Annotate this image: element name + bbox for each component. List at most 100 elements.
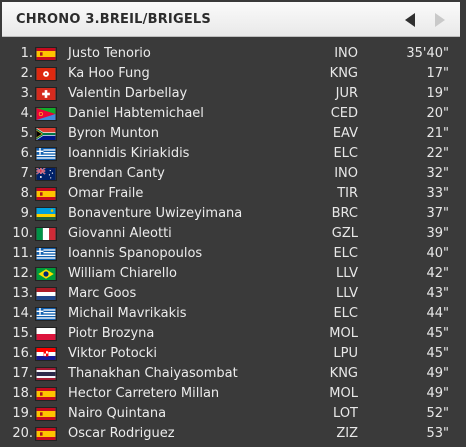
result-row[interactable]: 15. Piotr Brozyna MOL 45" — [0, 324, 466, 344]
time-gap: 21" — [426, 126, 449, 141]
greece-flag-icon — [35, 307, 57, 321]
team-code: LPU — [333, 346, 358, 361]
rider-name[interactable]: Byron Munton — [68, 126, 159, 141]
rider-name[interactable]: Ioannidis Kiriakidis — [68, 146, 190, 161]
result-row[interactable]: 14. Michail Mavrikakis ELC 44" — [0, 304, 466, 324]
result-row[interactable]: 7. Brendan Canty INO 32" — [0, 164, 466, 184]
results-list: 1. Justo Tenorio INO 35'40" 2. Ka Hoo Fung KNG… — [0, 44, 466, 444]
greece-flag-icon — [35, 147, 57, 161]
result-position: 8. — [20, 186, 33, 201]
result-position: 7. — [20, 166, 33, 181]
next-stage-button[interactable] — [430, 11, 450, 29]
result-row[interactable]: 8. Omar Fraile TIR 33" — [0, 184, 466, 204]
result-row[interactable]: 3. Valentin Darbellay JUR 19" — [0, 84, 466, 104]
result-row[interactable]: 17. Thanakhan Chaiyasombat KNG 49" — [0, 364, 466, 384]
time-gap: 53" — [426, 426, 449, 441]
result-position: 15. — [12, 326, 33, 341]
rider-name[interactable]: Viktor Potocki — [68, 346, 157, 361]
result-position: 11. — [12, 246, 33, 261]
rider-name[interactable]: Michail Mavrikakis — [68, 306, 187, 321]
team-code: MOL — [329, 386, 358, 401]
team-code: CED — [330, 106, 358, 121]
result-position: 4. — [20, 106, 33, 121]
result-row[interactable]: 1. Justo Tenorio INO 35'40" — [0, 44, 466, 64]
rider-name[interactable]: Daniel Habtemichael — [68, 106, 204, 121]
result-row[interactable]: 12. William Chiarello LLV 42" — [0, 264, 466, 284]
time-gap: 33" — [426, 186, 449, 201]
team-code: TIR — [337, 186, 358, 201]
result-position: 20. — [12, 426, 33, 441]
italy-flag-icon — [35, 227, 57, 241]
time-gap: 43" — [426, 286, 449, 301]
hong-kong-flag-icon — [35, 67, 57, 81]
greece-flag-icon — [35, 247, 57, 261]
result-row[interactable]: 5. Byron Munton EAV 21" — [0, 124, 466, 144]
spain-flag-icon — [35, 427, 57, 441]
result-row[interactable]: 16. Viktor Potocki LPU 45" — [0, 344, 466, 364]
rider-name[interactable]: Bonaventure Uwizeyimana — [68, 206, 243, 221]
result-position: 13. — [12, 286, 33, 301]
rider-name[interactable]: Valentin Darbellay — [68, 86, 188, 101]
australia-flag-icon — [35, 167, 57, 181]
time-gap: 49" — [426, 386, 449, 401]
result-row[interactable]: 10. Giovanni Aleotti GZL 39" — [0, 224, 466, 244]
team-code: ELC — [333, 246, 358, 261]
rider-name[interactable]: Oscar Rodriguez — [68, 426, 175, 441]
result-position: 1. — [20, 46, 33, 61]
rider-name[interactable]: William Chiarello — [68, 266, 177, 281]
rider-name[interactable]: Nairo Quintana — [68, 406, 167, 421]
team-code: KNG — [329, 366, 358, 381]
panel-title: CHRONO 3.BREIL/BRIGELS — [16, 12, 211, 27]
team-code: LLV — [336, 266, 358, 281]
rider-name[interactable]: Marc Goos — [68, 286, 137, 301]
team-code: EAV — [332, 126, 358, 141]
rider-name[interactable]: Brendan Canty — [68, 166, 165, 181]
team-code: INO — [334, 46, 358, 61]
previous-stage-button[interactable] — [400, 11, 420, 29]
result-position: 6. — [20, 146, 33, 161]
result-row[interactable]: 6. Ioannidis Kiriakidis ELC 22" — [0, 144, 466, 164]
team-code: INO — [334, 166, 358, 181]
netherlands-flag-icon — [35, 287, 57, 301]
team-code: ELC — [333, 306, 358, 321]
rider-name[interactable]: Piotr Brozyna — [68, 326, 155, 341]
result-row[interactable]: 4. Daniel Habtemichael CED 20" — [0, 104, 466, 124]
brazil-flag-icon — [35, 267, 57, 281]
rider-name[interactable]: Hector Carretero Millan — [68, 386, 220, 401]
rider-name[interactable]: Thanakhan Chaiyasombat — [68, 366, 238, 381]
team-code: JUR — [335, 86, 358, 101]
rider-name[interactable]: Ioannis Spanopoulos — [68, 246, 203, 261]
time-gap: 37" — [426, 206, 449, 221]
result-position: 18. — [12, 386, 33, 401]
arrow-right-icon — [435, 13, 445, 27]
spain-flag-icon — [35, 47, 57, 61]
result-position: 10. — [12, 226, 33, 241]
result-position: 19. — [12, 406, 33, 421]
time-gap: 52" — [426, 406, 449, 421]
rider-name[interactable]: Justo Tenorio — [68, 46, 151, 61]
rider-name[interactable]: Omar Fraile — [68, 186, 144, 201]
result-row[interactable]: 20. Oscar Rodriguez ZIZ 53" — [0, 424, 466, 444]
time-gap: 44" — [426, 306, 449, 321]
rwanda-flag-icon — [35, 207, 57, 221]
rider-name[interactable]: Giovanni Aleotti — [68, 226, 172, 241]
time-gap: 19" — [426, 86, 449, 101]
rider-name[interactable]: Ka Hoo Fung — [68, 66, 150, 81]
result-row[interactable]: 2. Ka Hoo Fung KNG 17" — [0, 64, 466, 84]
result-row[interactable]: 9. Bonaventure Uwizeyimana BRC 37" — [0, 204, 466, 224]
thailand-flag-icon — [35, 367, 57, 381]
time-gap: 39" — [426, 226, 449, 241]
result-position: 9. — [20, 206, 33, 221]
time-gap: 35'40" — [406, 46, 449, 61]
croatia-flag-icon — [35, 347, 57, 361]
switzerland-flag-icon — [35, 87, 57, 101]
result-row[interactable]: 11. Ioannis Spanopoulos ELC 40" — [0, 244, 466, 264]
result-row[interactable]: 18. Hector Carretero Millan MOL 49" — [0, 384, 466, 404]
team-code: BRC — [331, 206, 358, 221]
result-row[interactable]: 13. Marc Goos LLV 43" — [0, 284, 466, 304]
spain-flag-icon — [35, 187, 57, 201]
team-code: GZL — [331, 226, 358, 241]
south-africa-flag-icon — [35, 127, 57, 141]
result-row[interactable]: 19. Nairo Quintana LOT 52" — [0, 404, 466, 424]
result-position: 5. — [20, 126, 33, 141]
